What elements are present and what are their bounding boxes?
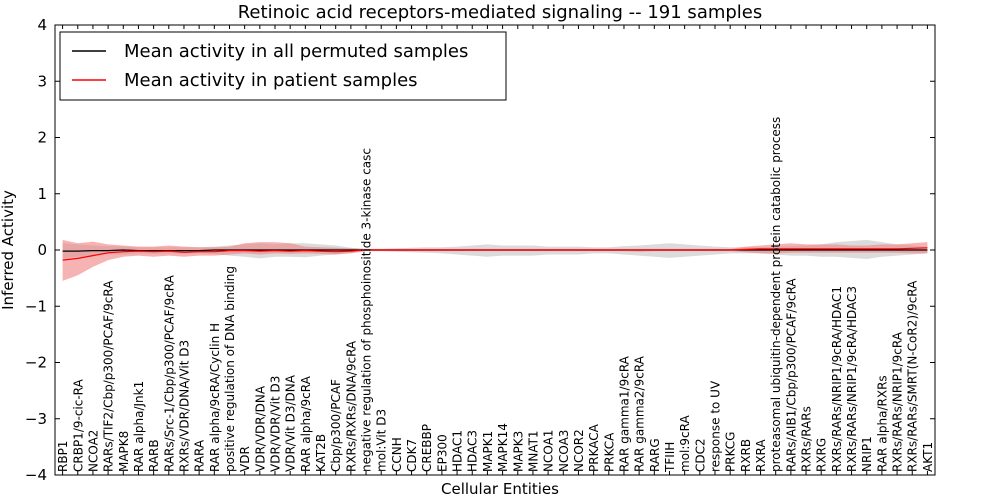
x-tick-label: RARs/TIF2/Cbp/p300/PCAF/9cRA (102, 280, 116, 472)
x-tick-label: PRKACA (587, 423, 601, 472)
x-tick-label: MNAT1 (526, 430, 540, 472)
y-tick-label: 1 (37, 185, 47, 203)
x-tick-label: NCOA1 (542, 430, 556, 472)
x-tick-label: HDAC3 (466, 430, 480, 472)
x-tick-label: mol:Vit D3 (375, 409, 389, 472)
x-tick-label: Cbp/p300/PCAF (329, 379, 343, 472)
x-tick-label: CRBP1/9-cic-RA (71, 378, 85, 472)
x-tick-label: proteasomal ubiquitin-dependent protein … (769, 117, 783, 472)
x-tick-label: RXRB (739, 439, 753, 472)
y-tick-label: 0 (37, 241, 47, 259)
x-tick-label: MAPK3 (511, 431, 525, 472)
x-tick-label: MAPK1 (481, 431, 495, 472)
legend-label-patient: Mean activity in patient samples (124, 70, 418, 91)
chart-title: Retinoic acid receptors-mediated signali… (238, 2, 763, 23)
x-tick-label: CDK7 (405, 439, 419, 472)
x-tick-label: mol:9cRA (678, 415, 692, 472)
x-tick-label: VDR (238, 446, 252, 472)
x-tick-label: RAR gamma2/9cRA (633, 355, 647, 472)
x-tick-label: RXRA (754, 439, 768, 472)
x-tick-label: PRKCG (724, 432, 738, 472)
x-axis-label: Cellular Entities (441, 480, 559, 498)
y-tick-label: 2 (37, 129, 47, 147)
x-tick-label: RAR alpha/Jnk1 (132, 381, 146, 472)
x-tick-label: CCNH (390, 437, 404, 472)
x-tick-label: RARs/AIB1/Cbp/p300/PCAF/9cRA (784, 278, 798, 472)
x-tick-label: RAR alpha/RXRs (875, 375, 889, 472)
y-tick-label: 3 (37, 72, 47, 90)
x-tick-label: RAR alpha/9cRA/Cyclin H (208, 323, 222, 472)
x-tick-label: RARG (648, 438, 662, 472)
x-tick-label: NCOR2 (572, 429, 586, 472)
x-tick-label: VDR/Vit D3/DNA (284, 374, 298, 472)
x-tick-label: VDR/VDR/DNA (253, 385, 267, 472)
x-tick-label: VDR/VDR/Vit D3 (269, 376, 283, 472)
y-axis-label: Inferred Activity (0, 190, 17, 310)
x-tick-label: HDAC1 (451, 430, 465, 472)
x-tick-label: MAPK8 (117, 431, 131, 472)
x-tick-label: RARs/Src-1/Cbp/p300/PCAF/9cRA (162, 274, 176, 472)
x-tick-label: NCOA2 (86, 430, 100, 472)
x-tick-label: TFIIH (663, 442, 677, 473)
x-tick-label: RBP1 (56, 441, 70, 472)
x-tick-label: negative regulation of phosphoinositide … (360, 148, 374, 472)
x-tick-label: MAPK14 (496, 423, 510, 472)
x-tick-label: RXRs/VDR/DNA/Vit D3 (178, 340, 192, 472)
x-tick-label: RARA (193, 439, 207, 472)
x-tick-label: positive regulation of DNA binding (223, 266, 237, 472)
y-axis: −4 −3 −2 −1 0 1 2 3 4 (25, 16, 935, 484)
x-tick-label: AKT1 (921, 442, 935, 472)
x-tick-label: RXRs/RARs/NRIP1/9cRA (891, 331, 905, 472)
x-tick-label: CREBBP (420, 424, 434, 472)
legend-label-permuted: Mean activity in all permuted samples (124, 41, 468, 62)
x-tick-label: CDC2 (693, 438, 707, 472)
x-tick-label: response to UV (709, 380, 723, 472)
x-tick-label: RXRG (815, 438, 829, 472)
x-tick-label: RAR alpha/9cRA (299, 375, 313, 472)
x-tick-label: RXRs/RARs (800, 406, 814, 472)
legend: Mean activity in all permuted samples Me… (59, 31, 507, 101)
x-tick-label: KAT2B (314, 434, 328, 472)
x-tick-label: EP300 (435, 434, 449, 472)
y-tick-label: −2 (25, 354, 47, 372)
x-tick-label: RAR gamma1/9cRA (618, 355, 632, 472)
y-tick-label: 4 (37, 16, 47, 34)
x-tick-label: RXRs/RARs/SMRT(N-CoR2)/9cRA (906, 280, 920, 472)
y-tick-label: −4 (25, 466, 47, 484)
series-lines (62, 247, 928, 261)
x-tick-label: NRIP1 (860, 436, 874, 472)
y-tick-label: −1 (25, 297, 47, 315)
line-patient (62, 247, 928, 261)
x-tick-label: RXRs/RARs/NRIP1/9cRA/HDAC3 (845, 286, 859, 472)
x-tick-label: RARB (147, 439, 161, 472)
x-tick-label: RXRs/RARs/NRIP1/9cRA/HDAC1 (830, 286, 844, 472)
x-tick-label: RXRs/RXRs/DNA/9cRA (344, 340, 358, 472)
legend-box (59, 31, 507, 101)
x-tick-label: PRKCA (602, 432, 616, 472)
y-tick-label: −3 (25, 410, 47, 428)
x-axis: RBP1 CRBP1/9-cic-RA NCOA2 RARs/TIF2/Cbp/p30… (56, 25, 935, 475)
x-tick-label: NCOA3 (557, 430, 571, 472)
